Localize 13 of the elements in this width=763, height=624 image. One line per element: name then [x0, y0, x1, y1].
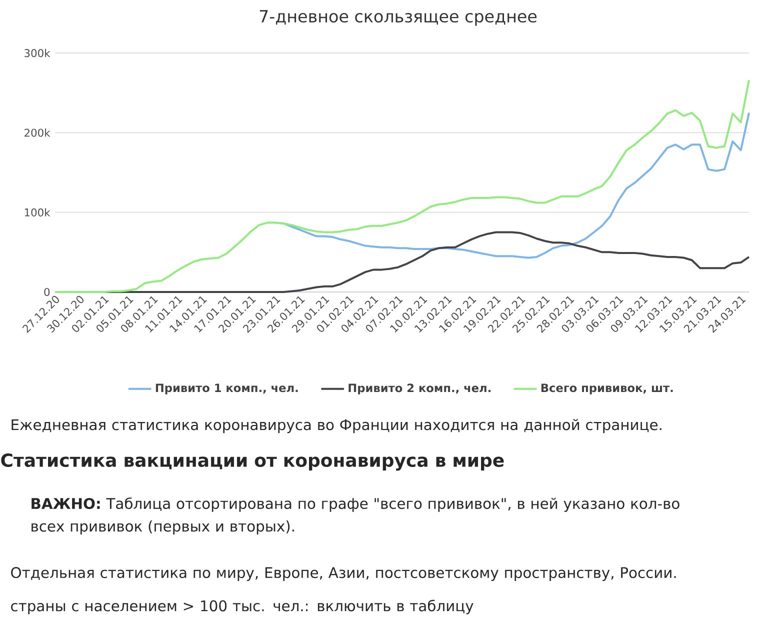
y-tick-label: 0 [44, 288, 50, 296]
text: страны с населением > 100 тыс. чел.: включить в таблицу [11, 600, 474, 614]
text: Статистика вакцинации от коронавируса в мире [1, 453, 504, 471]
text: ВАЖНО: Таблица отсортирована по графе "всего прививок", в ней указано кол-во всех прививок (первых и вторых). [32, 497, 680, 535]
legend-label: Всего прививок, шт. [541, 384, 673, 394]
legend-label: Привито 1 комп., чел. [156, 384, 298, 394]
text: Отдельная статистика по миру, Европе, Азии, постсоветскому пространству, России. [11, 567, 676, 581]
chart-title: 7-дневное скользящее среднее [260, 10, 537, 26]
y-tick-label: 100k [24, 208, 50, 216]
y-tick-label: 300k [24, 48, 50, 58]
legend-label: Привито 2 комп., чел. [348, 384, 490, 394]
text: Ежедневная статистика коронавируса во Франции находится на данной странице. [12, 418, 662, 434]
y-tick-label: 200k [24, 128, 50, 137]
